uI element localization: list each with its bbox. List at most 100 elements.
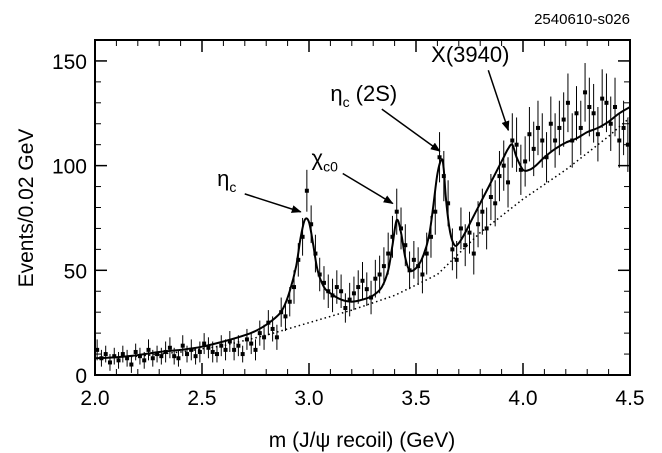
x-tick-label: 3.5 [401, 387, 430, 410]
y-tick-label: 0 [75, 365, 87, 388]
data-point [493, 180, 498, 227]
data-point [193, 347, 198, 365]
data-point [420, 255, 425, 294]
axis-ticks [94, 40, 631, 376]
data-point [249, 333, 254, 355]
data-point [116, 351, 121, 369]
y-tick-label: 50 [64, 260, 87, 283]
data-point [262, 324, 267, 350]
data-point [283, 301, 288, 332]
data-point [600, 69, 605, 128]
point-marker [450, 247, 455, 252]
data-point [103, 345, 108, 363]
data-points [95, 63, 630, 373]
data-point [373, 259, 378, 298]
y-tick-label: 150 [52, 51, 87, 74]
point-marker [433, 209, 438, 214]
point-marker [501, 163, 506, 168]
data-point [137, 347, 142, 365]
point-marker [193, 354, 198, 359]
data-point [377, 255, 382, 294]
point-marker [309, 222, 314, 227]
data-point [595, 107, 600, 162]
data-point [351, 276, 356, 311]
point-marker [116, 358, 121, 363]
data-point [625, 117, 630, 172]
point-marker [142, 358, 147, 363]
data-point [125, 349, 130, 367]
point-marker [506, 180, 511, 185]
point-marker [189, 347, 194, 352]
data-point [95, 339, 100, 361]
point-marker [527, 132, 532, 137]
peak-annotation: χc0 [312, 146, 394, 205]
point-marker [446, 201, 451, 206]
point-marker [125, 356, 130, 361]
x-tick-labels: 2.0 2.5 3.0 3.5 4.0 4.5 [80, 387, 644, 410]
point-marker [360, 278, 365, 283]
point-marker [420, 272, 425, 277]
data-point [617, 113, 622, 168]
annotation-arrow [381, 108, 441, 152]
annotation-label: χc0 [312, 146, 339, 175]
point-marker [185, 352, 190, 357]
x-tick-label: 2.5 [187, 387, 216, 410]
data-point [591, 83, 596, 143]
data-point [394, 188, 399, 235]
annotation-suffix: (2S) [356, 81, 398, 106]
data-point [518, 144, 523, 195]
point-marker [428, 234, 433, 239]
point-marker [112, 354, 117, 359]
point-marker [458, 226, 463, 231]
point-marker [386, 251, 391, 256]
point-marker [561, 117, 566, 122]
point-marker [531, 146, 536, 151]
point-marker [454, 257, 459, 262]
point-marker [497, 174, 502, 179]
data-point [535, 100, 540, 156]
data-point [437, 132, 442, 183]
point-marker [514, 142, 519, 147]
data-point [304, 169, 309, 212]
point-marker [270, 326, 275, 331]
data-point [223, 339, 228, 361]
point-marker [223, 347, 228, 352]
point-marker [206, 345, 211, 350]
data-point [565, 73, 570, 133]
point-marker [600, 96, 605, 101]
x-tick-label: 4.5 [615, 387, 644, 410]
data-point [343, 293, 348, 323]
point-marker [565, 100, 570, 105]
point-marker [493, 201, 498, 206]
point-marker [129, 362, 134, 367]
point-marker [381, 264, 386, 269]
data-point [424, 232, 429, 275]
point-marker [300, 234, 305, 239]
point-marker [150, 356, 155, 361]
data-point [583, 63, 588, 122]
point-marker [262, 335, 267, 340]
point-marker [103, 352, 108, 357]
data-point [364, 272, 369, 306]
point-marker [613, 105, 618, 109]
data-point [206, 337, 211, 359]
point-marker [595, 132, 600, 137]
data-point [544, 132, 549, 183]
point-marker [394, 209, 399, 214]
peak-annotation: ηc (2S) [330, 81, 441, 152]
point-marker [180, 343, 185, 348]
point-marker [463, 243, 468, 248]
point-marker [548, 121, 553, 126]
point-marker [373, 276, 378, 281]
point-marker [339, 289, 344, 294]
data-point [227, 331, 232, 352]
data-point [467, 211, 472, 254]
point-marker [232, 347, 237, 352]
data-point [561, 92, 566, 147]
data-point [523, 136, 528, 187]
data-point [574, 86, 579, 141]
point-marker [437, 155, 442, 160]
point-marker [137, 354, 142, 359]
